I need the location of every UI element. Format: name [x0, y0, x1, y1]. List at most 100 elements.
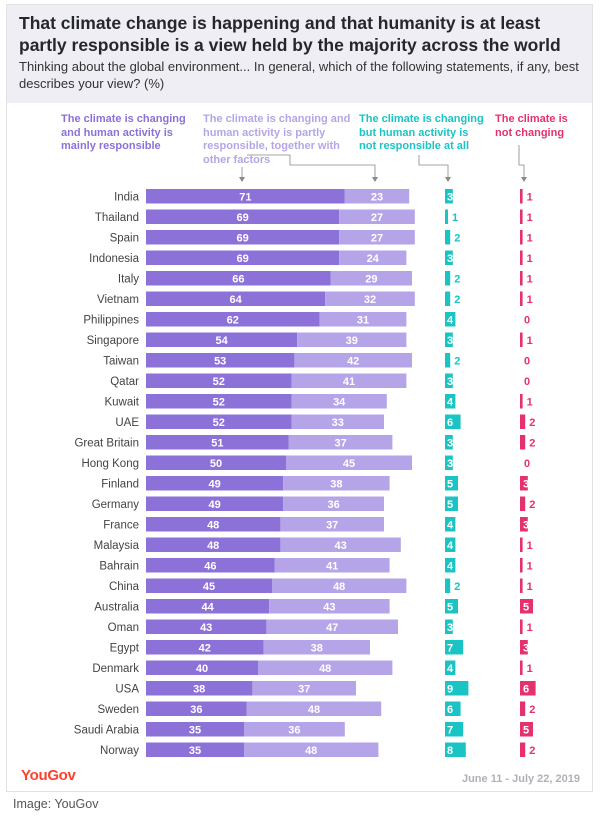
bar-mainly: [146, 558, 275, 573]
value-label-not-responsible: 2: [454, 355, 460, 367]
value-label-mainly: 48: [207, 519, 219, 531]
country-label: Bahrain: [99, 560, 139, 572]
chart-subtitle: Thinking about the global environment...…: [19, 59, 579, 91]
bar-mainly: [146, 332, 298, 347]
value-label-not-responsible: 3: [447, 335, 453, 347]
bar-not-changing: [520, 558, 523, 573]
bar-not-responsible: [445, 373, 453, 388]
bar-not-changing: [520, 537, 523, 552]
bar-not-changing: [520, 578, 523, 593]
legend-pointer-line: [518, 145, 525, 181]
bar-partly: [319, 312, 407, 327]
value-label-partly: 41: [326, 560, 338, 572]
value-label-partly: 32: [364, 294, 376, 306]
value-label-mainly: 69: [236, 253, 248, 265]
value-label-not-responsible: 4: [447, 314, 454, 326]
bar-partly: [263, 640, 370, 655]
value-label-not-changing: 1: [527, 540, 533, 552]
value-label-mainly: 43: [200, 622, 212, 634]
value-label-partly: 33: [332, 417, 344, 429]
value-label-not-changing: 1: [527, 294, 533, 306]
bar-partly: [286, 455, 412, 470]
bar-mainly: [146, 660, 258, 675]
value-label-not-responsible: 3: [447, 458, 453, 470]
bar-partly: [258, 660, 393, 675]
bar-partly: [339, 250, 407, 265]
bar-not-responsible: [445, 332, 453, 347]
value-label-not-responsible: 6: [447, 704, 453, 716]
chart-title: That climate change is happening and tha…: [19, 13, 561, 55]
value-label-not-responsible: 4: [447, 396, 454, 408]
value-label-mainly: 64: [229, 294, 242, 306]
country-label: India: [114, 191, 140, 203]
value-label-not-changing: 1: [527, 253, 533, 265]
country-label: Italy: [118, 273, 139, 285]
country-label: Vietnam: [97, 294, 139, 306]
value-label-not-changing: 2: [529, 745, 535, 757]
bar-mainly: [146, 517, 281, 532]
value-label-not-responsible: 7: [447, 724, 453, 736]
bar-not-responsible: [445, 496, 458, 511]
legend-pointer-line: [418, 155, 449, 181]
value-label-partly: 24: [367, 253, 380, 265]
date-range: June 11 - July 22, 2019: [461, 773, 580, 785]
value-label-mainly: 69: [236, 232, 248, 244]
bar-mainly: [146, 271, 331, 286]
bar-partly: [291, 373, 407, 388]
bar-not-responsible: [445, 599, 458, 614]
value-label-not-changing: 5: [523, 601, 529, 613]
bar-not-responsible: [445, 660, 456, 675]
bar-partly: [283, 496, 384, 511]
legend-mainly-responsible: The climate is changing and human activi…: [61, 113, 186, 152]
image-credit: Image: YouGov: [13, 797, 99, 811]
legend-pointer-line: [247, 154, 376, 181]
value-label-not-responsible: 4: [447, 663, 454, 675]
bar-not-changing: [520, 496, 526, 511]
bar-partly: [330, 271, 412, 286]
legend-pointer-arrowhead: [372, 177, 378, 182]
bar-partly: [294, 353, 412, 368]
value-label-not-changing: 0: [524, 376, 530, 388]
bar-mainly: [146, 435, 289, 450]
bar-partly: [291, 414, 384, 429]
country-label: Australia: [94, 601, 139, 613]
value-label-mainly: 66: [232, 273, 244, 285]
bar-mainly: [146, 353, 295, 368]
value-label-mainly: 52: [213, 376, 225, 388]
bar-partly: [291, 394, 387, 409]
value-label-partly: 48: [333, 581, 345, 593]
value-label-mainly: 69: [236, 212, 248, 224]
value-label-not-responsible: 2: [454, 232, 460, 244]
value-label-mainly: 50: [210, 458, 222, 470]
value-label-not-changing: 0: [524, 458, 530, 470]
bar-mainly: [146, 209, 340, 224]
value-label-partly: 36: [327, 499, 339, 511]
value-label-mainly: 35: [189, 745, 201, 757]
bar-not-responsible: [445, 537, 456, 552]
country-label: Oman: [108, 622, 139, 634]
bar-partly: [244, 722, 345, 737]
value-label-not-responsible: 3: [447, 437, 453, 449]
value-label-partly: 45: [343, 458, 355, 470]
bar-mainly: [146, 496, 284, 511]
bar-not-responsible: [445, 517, 456, 532]
bar-not-responsible: [445, 701, 461, 716]
bar-mainly: [146, 189, 345, 204]
value-label-not-changing: 1: [527, 622, 533, 634]
value-label-not-responsible: 4: [447, 540, 454, 552]
value-label-not-responsible: 9: [447, 683, 453, 695]
bar-mainly: [146, 722, 244, 737]
bar-not-responsible: [445, 640, 464, 655]
value-label-partly: 39: [346, 335, 358, 347]
value-label-not-changing: 1: [527, 560, 533, 572]
country-label: Qatar: [110, 376, 139, 388]
header-band: That climate change is happening and tha…: [7, 5, 592, 103]
bar-not-changing: [520, 742, 526, 757]
value-label-mainly: 42: [199, 642, 211, 654]
country-label: Taiwan: [103, 355, 139, 367]
bar-partly: [344, 189, 410, 204]
bar-mainly: [146, 373, 292, 388]
value-label-mainly: 46: [204, 560, 216, 572]
bar-partly: [266, 619, 398, 634]
bar-mainly: [146, 455, 286, 470]
